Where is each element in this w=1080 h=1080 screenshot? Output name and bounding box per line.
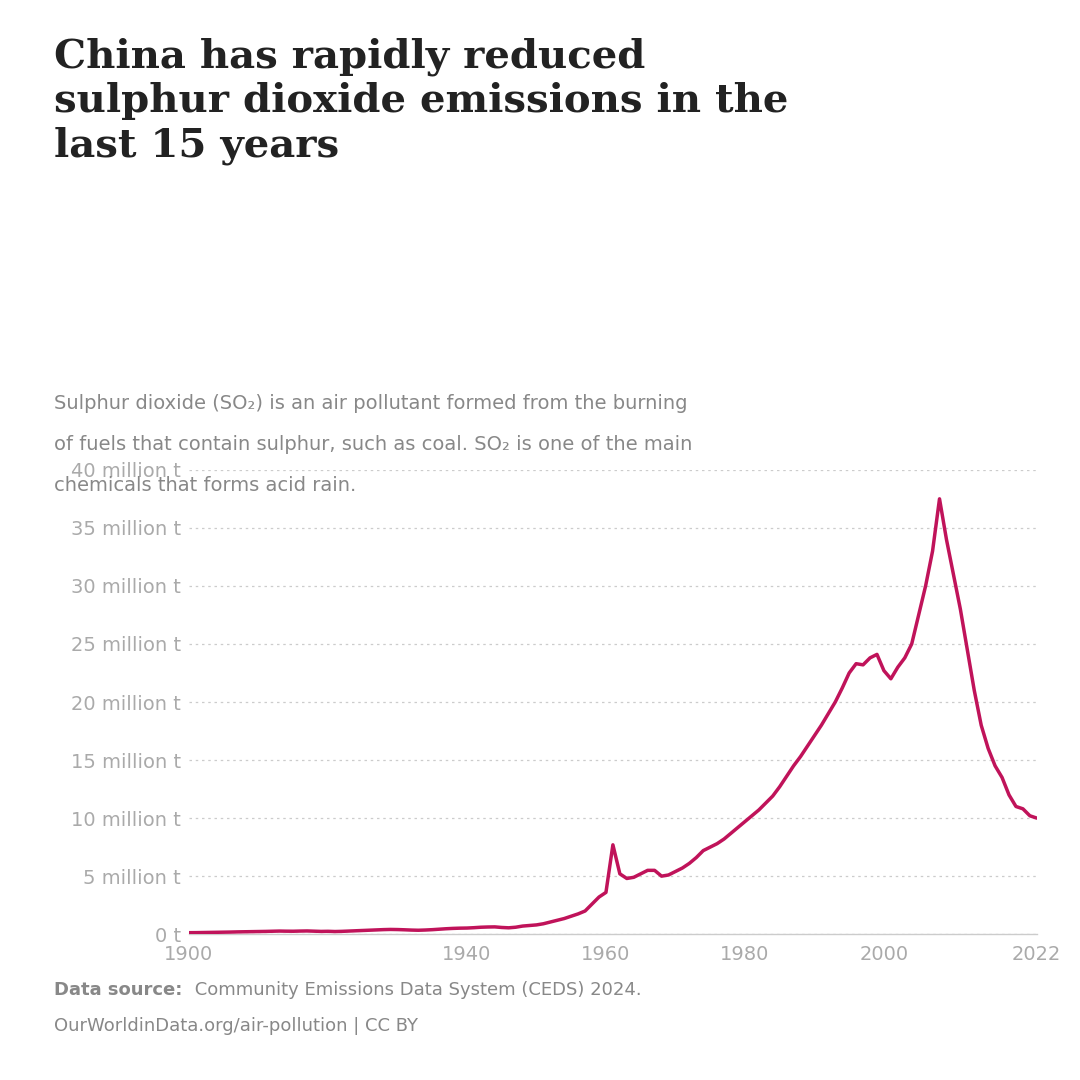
Text: Data source:: Data source:	[54, 981, 183, 999]
Text: China has rapidly reduced
sulphur dioxide emissions in the
last 15 years: China has rapidly reduced sulphur dioxid…	[54, 38, 788, 165]
Text: OurWorldinData.org/air-pollution | CC BY: OurWorldinData.org/air-pollution | CC BY	[54, 1017, 418, 1036]
Text: Sulphur dioxide (SO₂) is an air pollutant formed from the burning: Sulphur dioxide (SO₂) is an air pollutan…	[54, 394, 688, 414]
Text: Community Emissions Data System (CEDS) 2024.: Community Emissions Data System (CEDS) 2…	[189, 981, 642, 999]
Text: Our World: Our World	[901, 49, 995, 67]
Text: of fuels that contain sulphur, such as coal. SO₂ is one of the main: of fuels that contain sulphur, such as c…	[54, 435, 692, 455]
Text: chemicals that forms acid rain.: chemicals that forms acid rain.	[54, 476, 356, 496]
Text: in Data: in Data	[914, 90, 982, 108]
